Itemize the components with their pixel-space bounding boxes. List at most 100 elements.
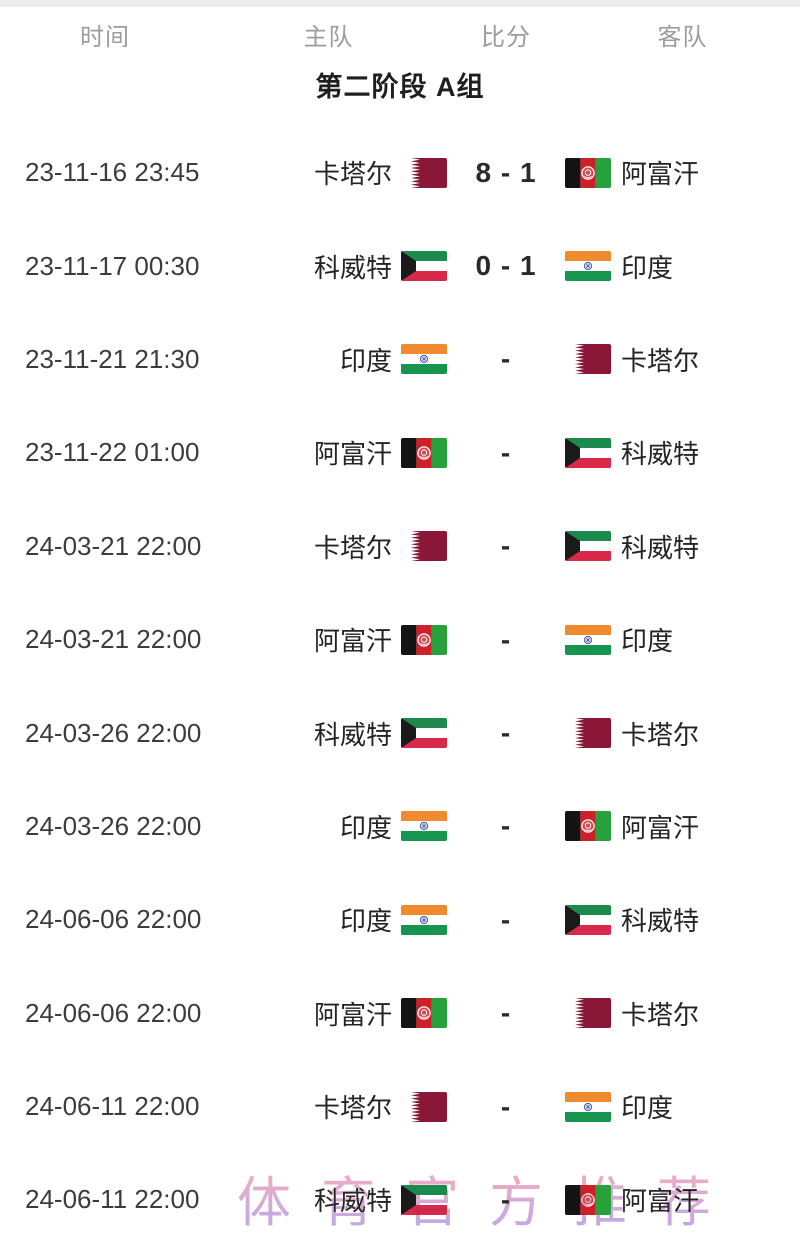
match-score: - bbox=[500, 436, 512, 468]
flag-india-icon bbox=[401, 344, 447, 375]
match-row[interactable]: 23-11-21 21:30 印度 - 卡塔尔 bbox=[0, 313, 800, 406]
home-team-name: 印度 bbox=[339, 345, 392, 376]
match-score: - bbox=[500, 530, 512, 562]
flag-qatar-icon bbox=[401, 531, 447, 562]
match-score: - bbox=[500, 1183, 512, 1215]
away-team-name: 卡塔尔 bbox=[621, 999, 700, 1030]
match-score: 0 - 1 bbox=[475, 250, 537, 282]
away-team-name: 科威特 bbox=[621, 532, 700, 563]
match-time: 23-11-16 23:45 bbox=[25, 157, 200, 188]
match-row[interactable]: 23-11-22 01:00 阿富汗 - 科威特 bbox=[0, 406, 800, 499]
away-team-cell: 印度 bbox=[565, 1088, 800, 1125]
match-score: - bbox=[500, 623, 512, 655]
away-team-cell: 印度 bbox=[565, 621, 800, 658]
column-header-score: 比分 bbox=[481, 24, 531, 51]
match-time: 24-06-06 22:00 bbox=[25, 997, 202, 1028]
flag-qatar-icon bbox=[565, 718, 611, 749]
flag-afghanistan-icon bbox=[565, 811, 611, 842]
away-team-cell: 卡塔尔 bbox=[565, 995, 800, 1032]
home-team-cell: 卡塔尔 bbox=[210, 528, 447, 565]
flag-kuwait-icon bbox=[401, 1184, 447, 1215]
flag-kuwait-icon bbox=[401, 251, 447, 282]
group-title: 第二阶段 A组 bbox=[315, 72, 485, 102]
away-team-name: 卡塔尔 bbox=[621, 719, 700, 750]
match-row[interactable]: 24-03-26 22:00 科威特 - 卡塔尔 bbox=[0, 686, 800, 779]
home-team-name: 科威特 bbox=[313, 252, 392, 283]
match-time: 24-03-21 22:00 bbox=[25, 624, 202, 655]
away-team-cell: 阿富汗 bbox=[565, 1181, 800, 1218]
flag-qatar-icon bbox=[401, 157, 447, 188]
home-team-cell: 卡塔尔 bbox=[210, 154, 447, 191]
match-list: 23-11-16 23:45 卡塔尔 8 - 1 阿富汗 23-11-17 00:3… bbox=[0, 126, 800, 1247]
match-row[interactable]: 24-06-06 22:00 阿富汗 - 卡塔尔 bbox=[0, 967, 800, 1060]
flag-afghanistan-icon bbox=[401, 624, 447, 655]
home-team-name: 科威特 bbox=[313, 1186, 392, 1217]
match-score: - bbox=[500, 903, 512, 935]
away-team-cell: 阿富汗 bbox=[565, 154, 800, 191]
column-header-away: 客队 bbox=[657, 24, 708, 51]
flag-afghanistan-icon bbox=[401, 437, 447, 468]
match-time: 24-06-11 22:00 bbox=[25, 1184, 200, 1215]
away-team-cell: 科威特 bbox=[565, 901, 800, 938]
match-time: 23-11-17 00:30 bbox=[25, 250, 200, 281]
away-team-cell: 卡塔尔 bbox=[565, 341, 800, 378]
home-team-name: 印度 bbox=[339, 812, 392, 843]
flag-qatar-icon bbox=[401, 1091, 447, 1122]
match-score: 8 - 1 bbox=[475, 156, 537, 188]
home-team-name: 阿富汗 bbox=[313, 999, 392, 1030]
flag-india-icon bbox=[401, 811, 447, 842]
match-time: 24-06-11 22:00 bbox=[25, 1091, 200, 1122]
away-team-name: 科威特 bbox=[621, 439, 700, 470]
away-team-name: 科威特 bbox=[621, 906, 700, 937]
match-score: - bbox=[500, 997, 512, 1029]
flag-kuwait-icon bbox=[401, 718, 447, 749]
match-row[interactable]: 24-06-11 22:00 卡塔尔 - 印度 bbox=[0, 1060, 800, 1153]
home-team-name: 科威特 bbox=[313, 719, 392, 750]
match-time: 24-03-26 22:00 bbox=[25, 810, 202, 841]
away-team-cell: 卡塔尔 bbox=[565, 715, 800, 752]
home-team-name: 阿富汗 bbox=[313, 439, 392, 470]
match-row[interactable]: 24-06-06 22:00 印度 - 科威特 bbox=[0, 873, 800, 966]
away-team-cell: 印度 bbox=[565, 248, 800, 285]
away-team-name: 阿富汗 bbox=[621, 1186, 700, 1217]
table-header: 时间 主队 比分 客队 bbox=[0, 7, 800, 62]
flag-kuwait-icon bbox=[565, 531, 611, 562]
flag-kuwait-icon bbox=[565, 437, 611, 468]
match-row[interactable]: 23-11-17 00:30 科威特 0 - 1 印度 bbox=[0, 219, 800, 312]
match-row[interactable]: 23-11-16 23:45 卡塔尔 8 - 1 阿富汗 bbox=[0, 126, 800, 219]
home-team-cell: 阿富汗 bbox=[210, 621, 447, 658]
home-team-cell: 阿富汗 bbox=[210, 995, 447, 1032]
home-team-cell: 科威特 bbox=[210, 715, 447, 752]
flag-afghanistan-icon bbox=[401, 998, 447, 1029]
home-team-name: 印度 bbox=[339, 906, 392, 937]
away-team-cell: 科威特 bbox=[565, 528, 800, 565]
match-score: - bbox=[500, 1090, 512, 1122]
column-header-time: 时间 bbox=[80, 24, 130, 51]
flag-india-icon bbox=[565, 1091, 611, 1122]
match-row[interactable]: 24-03-26 22:00 印度 - 阿富汗 bbox=[0, 780, 800, 873]
home-team-name: 卡塔尔 bbox=[313, 159, 392, 190]
flag-afghanistan-icon bbox=[565, 1184, 611, 1215]
match-time: 24-03-26 22:00 bbox=[25, 717, 202, 748]
home-team-cell: 科威特 bbox=[210, 248, 447, 285]
match-score: - bbox=[500, 810, 512, 842]
match-row[interactable]: 24-06-11 22:00 科威特 - 阿富汗 bbox=[0, 1153, 800, 1246]
home-team-name: 阿富汗 bbox=[313, 626, 392, 657]
match-row[interactable]: 24-03-21 22:00 卡塔尔 - 科威特 bbox=[0, 500, 800, 593]
away-team-name: 印度 bbox=[621, 1093, 674, 1124]
flag-india-icon bbox=[565, 624, 611, 655]
home-team-cell: 卡塔尔 bbox=[210, 1088, 447, 1125]
home-team-cell: 阿富汗 bbox=[210, 434, 447, 471]
match-time: 24-03-21 22:00 bbox=[25, 530, 202, 561]
away-team-name: 印度 bbox=[621, 626, 674, 657]
match-score: - bbox=[500, 343, 512, 375]
match-time: 23-11-22 01:00 bbox=[25, 437, 200, 468]
flag-india-icon bbox=[565, 251, 611, 282]
match-row[interactable]: 24-03-21 22:00 阿富汗 - 印度 bbox=[0, 593, 800, 686]
match-score: - bbox=[500, 717, 512, 749]
away-team-name: 阿富汗 bbox=[621, 812, 700, 843]
away-team-name: 印度 bbox=[621, 252, 674, 283]
away-team-cell: 科威特 bbox=[565, 434, 800, 471]
home-team-name: 卡塔尔 bbox=[313, 1093, 392, 1124]
home-team-name: 卡塔尔 bbox=[313, 532, 392, 563]
